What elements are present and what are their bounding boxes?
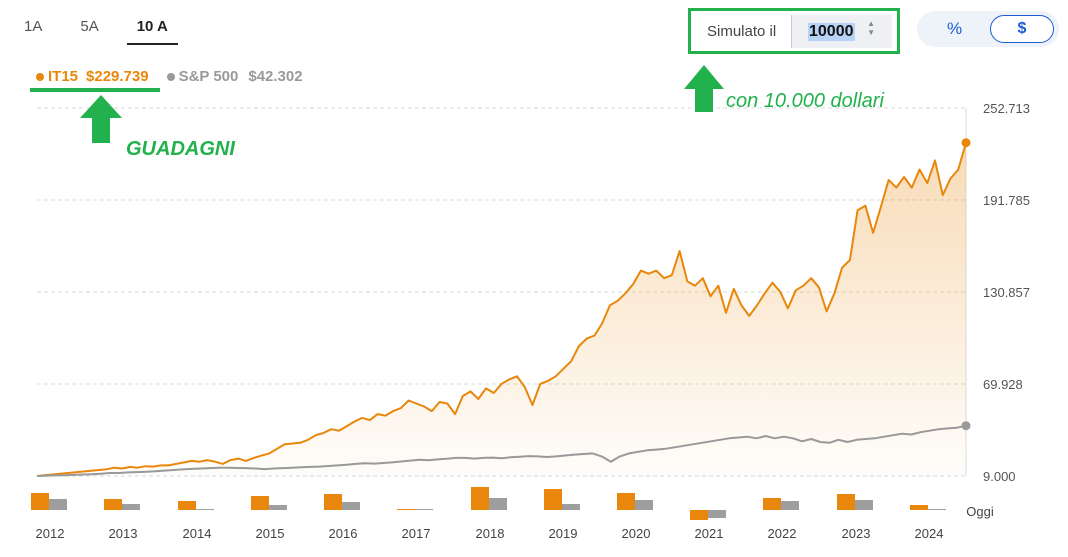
annual-return-bar [471, 487, 489, 510]
unit-toggle: % $ [917, 11, 1059, 47]
y-tick-label: 252.713 [983, 101, 1030, 116]
annual-return-bar [562, 504, 580, 510]
area-layer [37, 142, 966, 476]
y-axis-labels: 252.713 191.785 130.857 69.928 9.000 [983, 101, 1030, 484]
annual-return-bar [617, 493, 635, 510]
annual-return-bar [708, 510, 726, 518]
tab-5y[interactable]: 5A [80, 18, 99, 35]
simulator-box: Simulato il 10000 ▲ ▼ [688, 8, 900, 54]
y-tick-label: 69.928 [983, 377, 1023, 392]
up-arrow-icon [684, 65, 724, 112]
annual-return-bar [397, 509, 415, 510]
x-tick-label: 2020 [622, 526, 651, 541]
x-tick-label: Oggi [966, 504, 994, 519]
simulator-amount-input[interactable]: 10000 [791, 15, 892, 48]
legend-sp500-value: $42.302 [248, 68, 303, 85]
annotation-guadagni: GUADAGNI [126, 138, 235, 160]
annual-return-bar [544, 489, 562, 510]
x-tick-label: 2024 [915, 526, 944, 541]
x-tick-label: 2016 [329, 526, 358, 541]
it15-area-fill [37, 142, 966, 476]
simulator-amount-value[interactable]: 10000 [808, 22, 855, 41]
annual-return-bar [837, 494, 855, 510]
up-arrow-icon [80, 95, 122, 143]
legend-it15-name: IT15 [48, 68, 79, 85]
legend-it15-value: $229.739 [86, 68, 149, 85]
it15-end-point [961, 138, 971, 148]
annual-return-bar [763, 498, 781, 510]
annual-return-bar [104, 499, 122, 510]
sp500-series-line [36, 424, 967, 477]
green-highlight-underline [30, 88, 160, 92]
annual-bars [31, 487, 946, 520]
toggle-dollar-button[interactable]: $ [990, 15, 1054, 43]
annual-return-bar [855, 500, 873, 510]
x-tick-label: 2019 [549, 526, 578, 541]
x-tick-label: 2023 [842, 526, 871, 541]
period-tabs: 1A 5A 10 A [14, 12, 196, 45]
annual-return-bar [122, 504, 140, 510]
tab-1y[interactable]: 1A [24, 18, 43, 35]
x-tick-label: 2014 [183, 526, 212, 541]
annual-return-bar [781, 501, 799, 510]
line-layer [36, 138, 971, 477]
it15-series-line [36, 142, 967, 477]
legend-it15[interactable]: IT15 $229.739 [36, 68, 149, 85]
x-tick-label: 2012 [36, 526, 65, 541]
chart-legend: IT15 $229.739 S&P 500 $42.302 [36, 68, 303, 85]
x-tick-label: 2018 [476, 526, 505, 541]
annual-return-bar [251, 496, 269, 510]
legend-sp500[interactable]: S&P 500 $42.302 [166, 68, 303, 85]
annual-return-bar [196, 509, 214, 510]
annotation-arrows [80, 65, 724, 143]
annual-return-bar [415, 509, 433, 510]
gray-dot-icon [166, 73, 175, 81]
y-tick-label: 191.785 [983, 193, 1030, 208]
x-tick-label: 2013 [109, 526, 138, 541]
y-tick-label: 130.857 [983, 285, 1030, 300]
x-tick-label: 2017 [402, 526, 431, 541]
y-tick-label: 9.000 [983, 469, 1016, 484]
annual-return-bar [49, 499, 67, 510]
tab-10y[interactable]: 10 A [126, 12, 178, 45]
annual-return-bar [928, 509, 946, 510]
annual-return-bar [324, 494, 342, 510]
x-tick-label: 2015 [256, 526, 285, 541]
annual-return-bar [910, 505, 928, 510]
x-axis-labels: 2012 2013 2014 2015 2016 2017 2018 2019 2020 2021… [36, 504, 994, 541]
annotation-dollari: con 10.000 dollari [726, 90, 884, 112]
legend-sp500-name: S&P 500 [178, 68, 239, 85]
annual-return-bar [178, 501, 196, 510]
annual-return-bar [342, 502, 360, 510]
sp500-end-point [961, 421, 971, 431]
orange-dot-icon [36, 73, 44, 81]
x-tick-label: 2022 [768, 526, 797, 541]
stepper-arrows-icon[interactable]: ▲ ▼ [867, 19, 875, 37]
simulator-label: Simulato il [707, 23, 777, 40]
annual-return-bar [690, 510, 708, 520]
annual-return-bar [489, 498, 507, 510]
annual-return-bar [31, 493, 49, 510]
toggle-percent-button[interactable]: % [947, 19, 963, 38]
x-tick-label: 2021 [695, 526, 724, 541]
annual-return-bar [635, 500, 653, 510]
annual-return-bar [269, 505, 287, 510]
